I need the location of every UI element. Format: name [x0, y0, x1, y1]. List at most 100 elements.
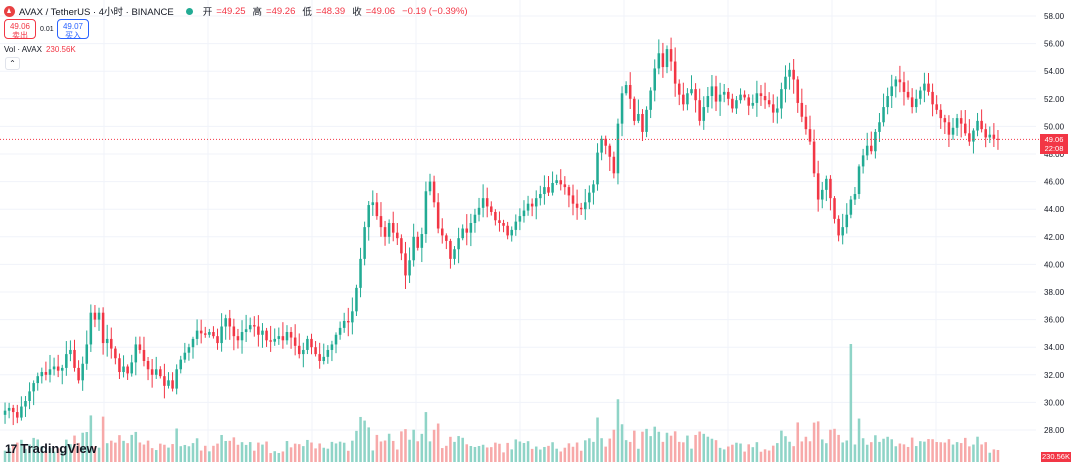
- candle-body: [543, 187, 546, 195]
- volume-bar: [939, 442, 943, 462]
- candle-body: [114, 348, 117, 359]
- volume-bar: [167, 447, 170, 462]
- candle-body: [767, 100, 771, 105]
- volume-bar: [641, 431, 644, 462]
- volume-bar: [232, 437, 236, 462]
- high-value: =49.26: [266, 5, 296, 17]
- sell-button[interactable]: 49.06 卖出: [4, 19, 36, 40]
- volume-bar: [48, 448, 52, 462]
- volume-bar: [857, 418, 861, 462]
- candle-body: [853, 194, 857, 200]
- candle-body: [637, 113, 640, 121]
- candle-body: [85, 344, 89, 364]
- volume-bar: [334, 443, 338, 462]
- candle-body: [980, 120, 983, 130]
- candle-body: [743, 94, 746, 98]
- buy-button[interactable]: 49.07 买入: [57, 19, 89, 40]
- candle-body: [763, 96, 767, 101]
- candle-body: [195, 330, 199, 339]
- candle-body: [522, 210, 526, 217]
- candle-body: [52, 366, 56, 370]
- tradingview-logo[interactable]: 17 TradingView: [5, 441, 97, 456]
- symbol-title[interactable]: AVAX / TetherUS · 4小时 · BINANCE: [19, 7, 174, 18]
- volume-bar: [216, 443, 219, 462]
- close-label: 收: [352, 7, 362, 18]
- volume-bar: [138, 442, 142, 462]
- candle-body: [551, 182, 554, 193]
- volume-bar: [351, 440, 354, 462]
- candle-body: [387, 223, 391, 237]
- volume-value: 230.56K: [45, 45, 76, 54]
- open-label: 开: [202, 7, 213, 18]
- volume-bar: [522, 443, 526, 462]
- candle-body: [984, 129, 987, 138]
- grid-lines: [0, 0, 1036, 462]
- volume-bar: [579, 450, 583, 462]
- candle-body: [97, 312, 101, 320]
- candle-body: [955, 118, 959, 128]
- sell-price: 49.06: [9, 22, 31, 31]
- candle-body: [118, 358, 121, 373]
- candle-body: [506, 225, 509, 236]
- candle-body: [7, 407, 11, 411]
- candle-body: [265, 330, 268, 341]
- volume-bar: [694, 434, 697, 462]
- candle-body: [694, 89, 697, 101]
- candle-body: [167, 380, 170, 386]
- candle-body: [289, 332, 293, 338]
- candle-body: [935, 104, 938, 110]
- volume-bar: [767, 450, 771, 462]
- candle-body: [747, 97, 750, 106]
- y-tick-label: 46.00: [1044, 178, 1065, 187]
- candle-body: [682, 94, 685, 105]
- candle-body: [514, 221, 518, 230]
- volume-bar: [400, 431, 403, 462]
- volume-bar: [203, 445, 207, 462]
- volume-bar: [191, 443, 195, 462]
- candle-body: [130, 362, 133, 374]
- candle-body: [947, 122, 951, 135]
- volume-bar: [759, 451, 763, 462]
- candle-body: [457, 238, 460, 250]
- volume-bar: [277, 452, 281, 462]
- candle-body: [485, 198, 489, 207]
- candle-body: [203, 333, 207, 335]
- y-tick-label: 52.00: [1044, 95, 1065, 104]
- candle-body: [498, 220, 501, 223]
- candle-body: [882, 107, 885, 123]
- candle-body: [718, 94, 722, 102]
- volume-bar: [559, 451, 563, 462]
- volume-bar: [882, 438, 885, 462]
- candle-body: [24, 401, 27, 407]
- volume-bar: [910, 437, 914, 462]
- volume-bar: [416, 441, 420, 462]
- price-axis[interactable]: 58.00 56.00 54.00 52.00 50.00 48.00 46.00 44.00…: [1044, 12, 1065, 435]
- candle-body: [579, 207, 583, 210]
- candle-body: [563, 184, 567, 188]
- candle-body: [297, 345, 301, 355]
- volume-bar: [436, 423, 440, 462]
- volume-bar: [179, 446, 183, 462]
- volume-bar: [874, 435, 877, 462]
- candle-body: [363, 227, 366, 259]
- volume-bar: [661, 441, 665, 462]
- volume-bar: [923, 441, 926, 462]
- volume-bar: [404, 429, 407, 462]
- candle-body: [159, 369, 162, 377]
- candle-body: [988, 134, 992, 138]
- candle-body: [224, 318, 227, 327]
- volume-bar: [530, 448, 534, 462]
- candle-body: [481, 198, 485, 208]
- candle-body: [416, 236, 420, 248]
- candle-body: [996, 138, 1000, 140]
- chart-header: AVAX / TetherUS · 4小时 · BINANCE 开 =49.25 …: [4, 4, 471, 18]
- volume-bar: [408, 439, 411, 462]
- volume-bar: [371, 450, 375, 462]
- candle-body: [465, 228, 469, 233]
- candle-body: [375, 202, 379, 217]
- volume-bar: [52, 451, 56, 462]
- volume-bar: [457, 436, 460, 462]
- volume-bar: [347, 450, 350, 462]
- collapse-legend-button[interactable]: ⌃: [5, 57, 20, 70]
